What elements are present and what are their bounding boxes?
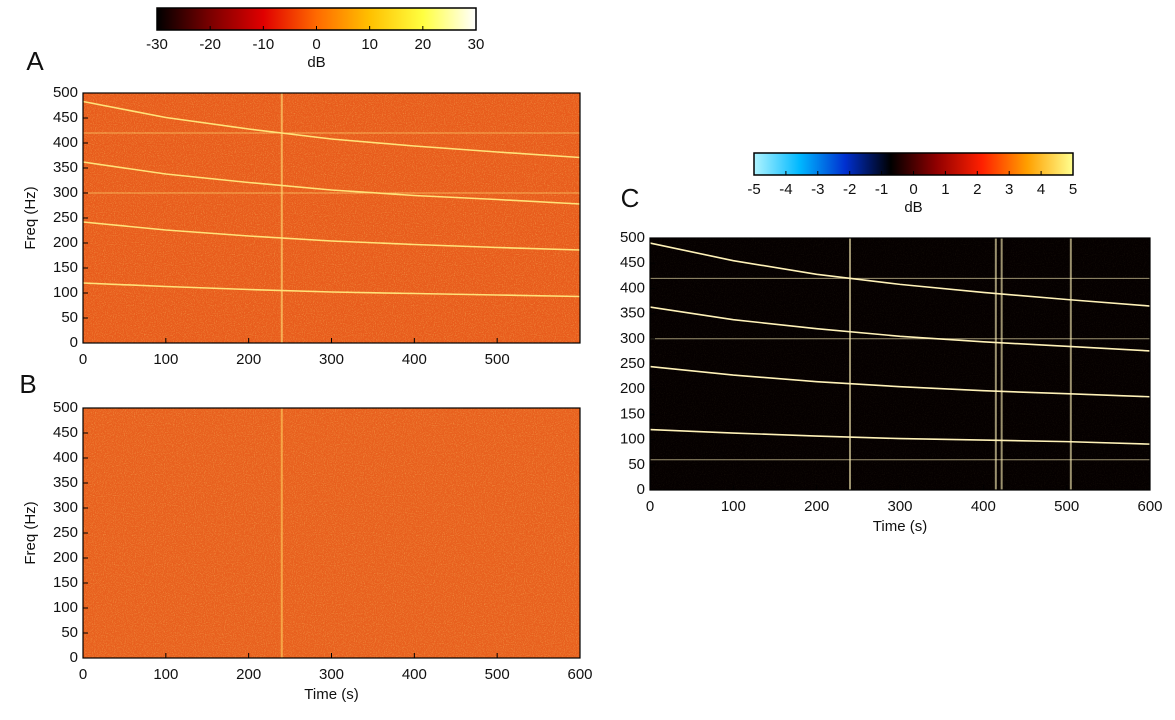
y-tick-label: 400 <box>53 449 78 466</box>
harmonic-line <box>82 161 581 205</box>
colorbar-tick-label: -2 <box>843 181 856 198</box>
y-tick-label: 100 <box>53 284 78 301</box>
y-tick-label: 350 <box>620 305 645 322</box>
y-tick-label: 150 <box>53 574 78 591</box>
y-tick-label: 450 <box>620 254 645 271</box>
colorbar-tick-label: 0 <box>909 181 917 198</box>
y-tick-label: 150 <box>53 259 78 276</box>
harmonic-line <box>649 428 1151 445</box>
colorbar-tick-label: -5 <box>747 181 760 198</box>
y-tick-label: 350 <box>53 159 78 176</box>
y-tick-label: 300 <box>53 184 78 201</box>
spectrogram-noise <box>83 93 580 343</box>
y-tick-label: 250 <box>53 209 78 226</box>
colorbar-tick-label: -20 <box>199 36 221 53</box>
y-tick-label: 300 <box>620 330 645 347</box>
y-tick-label: 450 <box>53 109 78 126</box>
x-tick-label: 500 <box>485 666 510 683</box>
x-tick-label: 400 <box>402 351 427 368</box>
y-tick-label: 400 <box>620 279 645 296</box>
colorbar-tick-label: 5 <box>1069 181 1077 198</box>
y-axis-label: Freq (Hz) <box>22 186 39 249</box>
y-tick-label: 100 <box>620 431 645 448</box>
harmonic-line <box>82 221 581 251</box>
colorbar-tick-label: 3 <box>1005 181 1013 198</box>
y-tick-label: 200 <box>53 549 78 566</box>
x-tick-label: 400 <box>971 498 996 515</box>
x-axis-label: Time (s) <box>304 686 358 703</box>
colorbar-tick-label: -3 <box>811 181 824 198</box>
colorbar-tick-label: 30 <box>468 36 485 53</box>
x-tick-label: 100 <box>153 351 178 368</box>
colorbar-tick-label: 1 <box>941 181 949 198</box>
y-tick-label: 0 <box>70 334 78 351</box>
y-tick-label: 350 <box>53 474 78 491</box>
y-tick-label: 50 <box>61 624 78 641</box>
panel-label: A <box>26 46 44 76</box>
y-tick-label: 50 <box>61 309 78 326</box>
x-tick-label: 0 <box>79 666 87 683</box>
colorbar-tick-label: -4 <box>779 181 792 198</box>
x-tick-label: 300 <box>319 666 344 683</box>
x-tick-label: 0 <box>646 498 654 515</box>
y-tick-label: 250 <box>53 524 78 541</box>
x-tick-label: 100 <box>153 666 178 683</box>
x-tick-label: 300 <box>319 351 344 368</box>
harmonic-line <box>649 242 1151 307</box>
x-tick-label: 0 <box>79 351 87 368</box>
panel-label: B <box>19 369 36 399</box>
y-tick-label: 500 <box>53 84 78 101</box>
x-tick-label: 600 <box>567 666 592 683</box>
harmonic-line <box>649 306 1151 352</box>
colorbar-label: dB <box>307 54 325 71</box>
colorbar-label: dB <box>904 199 922 216</box>
x-tick-label: 500 <box>485 351 510 368</box>
colorbar-tick-label: -30 <box>146 36 168 53</box>
x-tick-label: 200 <box>236 666 261 683</box>
colorbar-tick-label: 0 <box>312 36 320 53</box>
y-tick-label: 500 <box>53 399 78 416</box>
x-tick-label: 100 <box>721 498 746 515</box>
y-axis-label: Freq (Hz) <box>22 501 39 564</box>
colorbar-tick-label: -1 <box>875 181 888 198</box>
y-tick-label: 200 <box>53 234 78 251</box>
y-tick-label: 400 <box>53 134 78 151</box>
y-tick-label: 450 <box>53 424 78 441</box>
x-tick-label: 600 <box>1137 498 1162 515</box>
panel-label: C <box>621 183 640 213</box>
x-tick-label: 500 <box>1054 498 1079 515</box>
colorbar-tick-label: 10 <box>361 36 378 53</box>
spectrogram-noise <box>83 408 580 658</box>
y-tick-label: 0 <box>637 481 645 498</box>
colorbar-tick-label: 2 <box>973 181 981 198</box>
y-tick-label: 500 <box>620 229 645 246</box>
harmonic-line <box>649 365 1151 398</box>
colorbar-tick-label: 4 <box>1037 181 1045 198</box>
y-tick-label: 250 <box>620 355 645 372</box>
y-tick-label: 150 <box>620 405 645 422</box>
spectrogram-noise <box>650 238 1150 490</box>
x-tick-label: 400 <box>402 666 427 683</box>
colorbar-tick-label: 20 <box>414 36 431 53</box>
x-tick-label: 300 <box>887 498 912 515</box>
colorbar-tick-label: -10 <box>252 36 274 53</box>
y-tick-label: 300 <box>53 499 78 516</box>
x-axis-label: Time (s) <box>873 518 927 535</box>
y-tick-label: 100 <box>53 599 78 616</box>
y-tick-label: 50 <box>628 456 645 473</box>
y-tick-label: 0 <box>70 649 78 666</box>
y-tick-label: 200 <box>620 380 645 397</box>
x-tick-label: 200 <box>236 351 261 368</box>
harmonic-line <box>82 100 581 159</box>
harmonic-line <box>82 282 581 298</box>
x-tick-label: 200 <box>804 498 829 515</box>
